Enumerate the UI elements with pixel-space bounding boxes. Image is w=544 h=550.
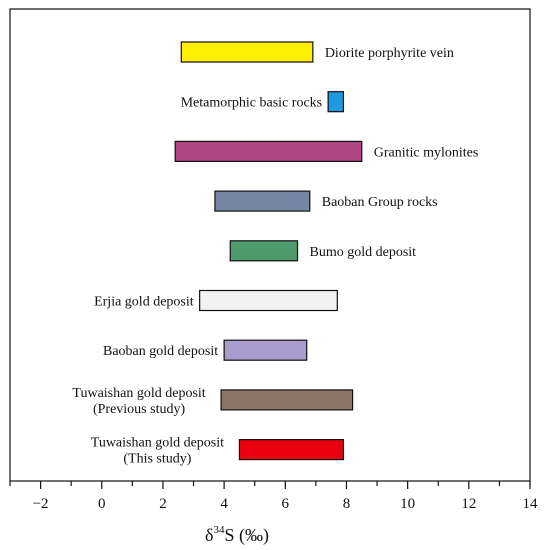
x-tick-label: 2 <box>159 496 167 512</box>
x-axis: −2 0 2 4 6 8 10 12 14 <box>9 481 539 512</box>
range-bar <box>238 439 345 461</box>
x-axis-title: δ34S (‰) <box>205 524 269 546</box>
plot-frame <box>9 8 531 482</box>
bar-label: Metamorphic basic rocks <box>181 96 323 111</box>
range-bar <box>174 140 363 162</box>
x-tick-label: −2 <box>33 496 49 512</box>
range-bar <box>214 190 311 212</box>
bars-layer <box>174 41 363 461</box>
bar-label: Baoban Group rocks <box>322 195 438 210</box>
x-tick-label: 14 <box>523 496 539 512</box>
bar-label: Tuwaishan gold deposit <box>91 436 224 451</box>
x-tick-label: 12 <box>461 496 476 512</box>
bar-label: (Previous study) <box>93 402 186 417</box>
range-bar <box>223 339 308 361</box>
bar-label: Baoban gold deposit <box>103 344 218 359</box>
x-tick-label: 0 <box>98 496 106 512</box>
bar-label: Bumo gold deposit <box>310 245 417 260</box>
range-bar <box>327 91 345 113</box>
range-bar <box>180 41 314 63</box>
x-tick-label: 4 <box>220 496 228 512</box>
range-bar <box>229 240 299 262</box>
bar-label: Granitic mylonites <box>374 145 479 160</box>
bar-label: Erjia gold deposit <box>94 295 194 310</box>
x-tick-label: 8 <box>343 496 351 512</box>
x-tick-label: 10 <box>400 496 415 512</box>
bar-label: Tuwaishan gold deposit <box>72 386 205 401</box>
bar-label: (This study) <box>123 452 191 467</box>
range-bar <box>220 389 354 411</box>
x-tick-label: 6 <box>282 496 290 512</box>
range-bar <box>199 289 338 312</box>
labels-layer: Diorite porphyrite vein Metamorphic basic… <box>72 46 478 467</box>
bar-label: Diorite porphyrite vein <box>325 46 454 61</box>
